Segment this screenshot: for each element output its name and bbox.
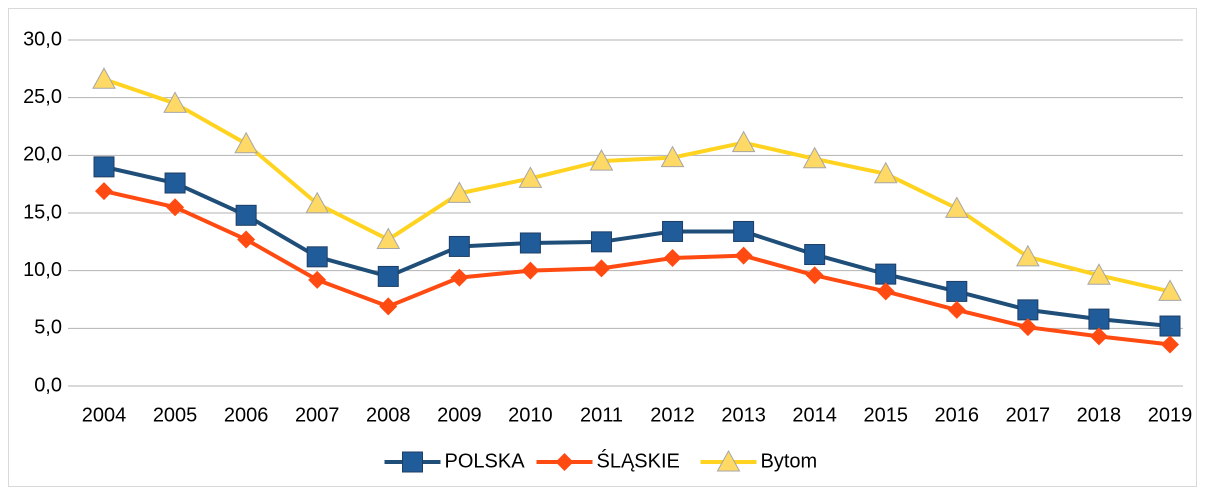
data-point xyxy=(163,91,187,113)
x-tick-label: 2011 xyxy=(580,404,623,426)
data-point xyxy=(93,156,115,178)
data-point xyxy=(589,149,614,171)
data-point xyxy=(166,198,185,217)
data-point xyxy=(873,161,898,184)
data-point xyxy=(802,146,827,169)
data-point xyxy=(875,263,897,285)
data-point xyxy=(305,191,330,214)
x-tick-label: 2019 xyxy=(1148,404,1193,426)
data-point xyxy=(450,268,469,287)
data-point xyxy=(518,166,543,188)
legend-label: Bytom xyxy=(761,450,818,472)
x-tick-label: 2005 xyxy=(153,404,198,426)
y-tick-label: 0,0 xyxy=(34,374,62,396)
y-tick-label: 5,0 xyxy=(34,317,62,339)
y-tick-label: 15,0 xyxy=(23,201,62,223)
y-tick-label: 30,0 xyxy=(23,28,62,50)
data-point xyxy=(376,227,401,250)
y-tick-label: 25,0 xyxy=(23,86,62,108)
data-point xyxy=(663,248,682,267)
data-point xyxy=(1017,299,1039,321)
x-tick-label: 2004 xyxy=(82,404,127,426)
legend-label: POLSKA xyxy=(445,450,526,472)
x-tick-label: 2014 xyxy=(792,404,837,426)
data-point xyxy=(1018,318,1037,337)
x-tick-label: 2018 xyxy=(1077,404,1122,426)
x-tick-label: 2013 xyxy=(721,404,766,426)
series-line xyxy=(103,189,1171,347)
x-tick-label: 2009 xyxy=(437,404,482,426)
data-point xyxy=(447,181,472,203)
data-point xyxy=(237,230,256,249)
x-tick-label: 2006 xyxy=(224,404,269,426)
y-tick-label: 10,0 xyxy=(23,259,62,281)
x-tick-label: 2012 xyxy=(650,404,695,426)
data-point xyxy=(95,182,113,201)
legend-marker xyxy=(402,451,423,473)
x-tick-label: 2016 xyxy=(935,404,980,426)
series-line xyxy=(103,77,1171,294)
data-point xyxy=(521,261,540,280)
data-point xyxy=(1016,244,1040,267)
data-point xyxy=(234,131,258,154)
data-point xyxy=(1161,335,1179,354)
x-tick-label: 2010 xyxy=(508,404,553,426)
data-point xyxy=(733,220,755,242)
data-point xyxy=(734,246,753,265)
x-tick-label: 2015 xyxy=(863,404,908,426)
data-point xyxy=(946,280,968,302)
data-point xyxy=(308,270,327,289)
data-point xyxy=(235,204,257,226)
x-tick-label: 2017 xyxy=(1006,404,1051,426)
data-point xyxy=(519,232,541,254)
data-point xyxy=(731,130,756,153)
data-point xyxy=(306,246,328,268)
data-point xyxy=(947,300,966,319)
data-point xyxy=(944,196,969,218)
data-point xyxy=(804,244,826,266)
legend-label: ŚLĄSKIE xyxy=(597,448,680,472)
data-point xyxy=(164,172,186,194)
legend-marker xyxy=(716,449,741,472)
x-tick-label: 2008 xyxy=(366,404,411,426)
data-point xyxy=(1088,308,1110,330)
data-point xyxy=(377,265,399,287)
y-tick-label: 20,0 xyxy=(23,144,62,166)
data-point xyxy=(1089,327,1108,346)
x-tick-label: 2007 xyxy=(295,404,340,426)
legend-marker xyxy=(555,453,574,471)
data-point xyxy=(592,259,611,278)
data-point xyxy=(662,220,684,242)
data-point xyxy=(379,297,398,316)
data-point xyxy=(660,145,685,168)
data-point xyxy=(1087,263,1111,285)
data-point xyxy=(92,67,116,89)
data-point xyxy=(1159,315,1181,337)
data-point xyxy=(805,266,824,285)
data-point xyxy=(448,235,470,257)
data-point xyxy=(876,282,895,301)
data-point xyxy=(1158,279,1182,301)
data-point xyxy=(590,231,612,253)
series-line xyxy=(103,164,1171,329)
